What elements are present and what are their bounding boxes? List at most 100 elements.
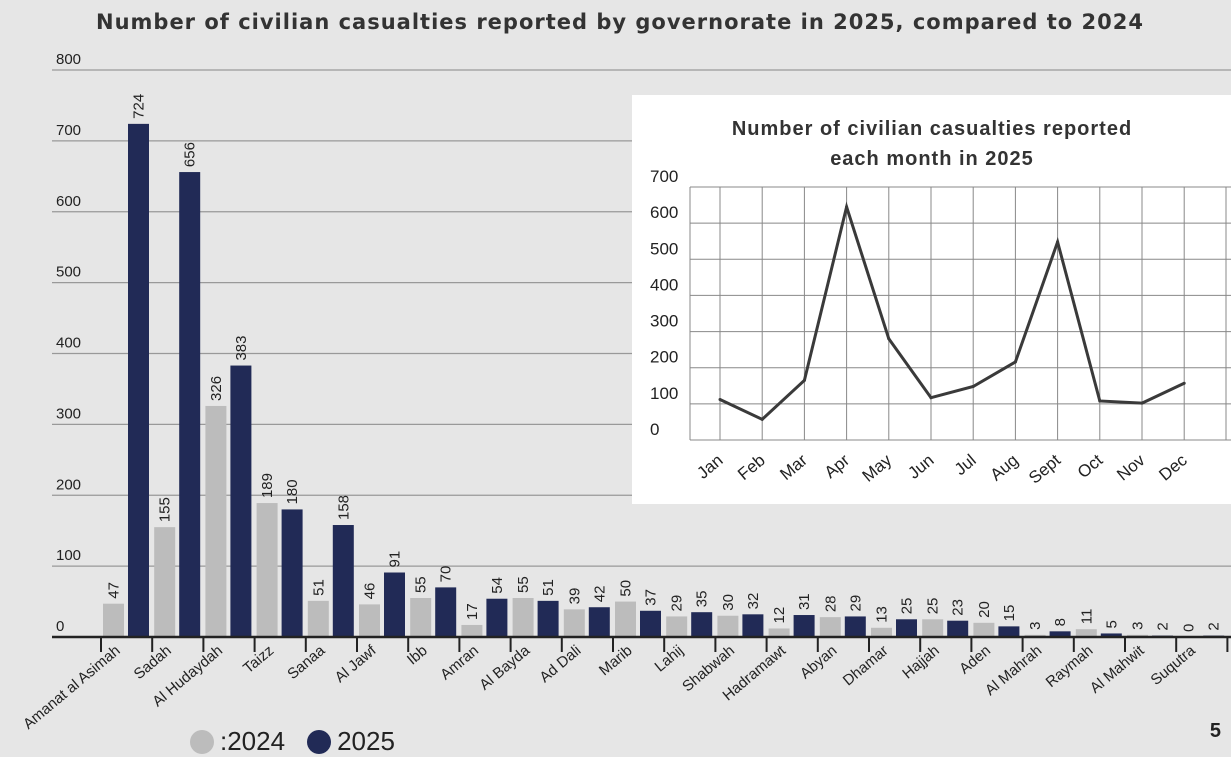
legend-swatch-2024 <box>190 729 214 754</box>
legend-label-2025: 2025 <box>337 726 395 756</box>
legend-item-2024: :2024 <box>190 726 285 757</box>
x-tick-label: Dhamar <box>840 642 892 689</box>
data-label: 70 <box>438 566 455 583</box>
data-label: 30 <box>720 594 737 611</box>
bar-2025 <box>179 172 201 637</box>
inset-data-point <box>1098 399 1102 403</box>
x-tick-label: Al Bayda <box>476 642 533 694</box>
y-tick-label: 400 <box>56 335 81 352</box>
data-label: 25 <box>899 598 916 615</box>
y-tick-label: 200 <box>56 476 81 493</box>
bar-2025 <box>793 615 815 637</box>
inset-data-point <box>760 417 764 421</box>
data-label: 656 <box>182 142 199 167</box>
data-label: 3 <box>1130 622 1147 630</box>
x-tick-label: Al Mahwit <box>1087 642 1148 697</box>
data-label: 0 <box>1181 624 1198 632</box>
bar-2025 <box>691 612 713 637</box>
bar-2024 <box>154 527 176 637</box>
inset-y-tick-label: 200 <box>650 348 678 367</box>
x-tick-label: Ad Dali <box>536 642 584 686</box>
inset-y-tick-label: 100 <box>650 384 678 403</box>
data-label: 158 <box>335 495 352 520</box>
inset-data-point <box>971 385 975 389</box>
data-label: 2 <box>1155 622 1172 630</box>
bar-2025 <box>844 616 866 637</box>
data-label: 155 <box>157 497 174 522</box>
data-label: 25 <box>925 598 942 615</box>
bar-2024 <box>768 628 790 637</box>
bar-2024 <box>973 622 995 637</box>
data-label: 2 <box>1206 622 1223 630</box>
bar-2024 <box>819 617 841 637</box>
inset-y-tick-label: 700 <box>650 167 678 186</box>
data-label: 29 <box>669 595 686 612</box>
data-label: 13 <box>874 606 891 623</box>
inset-data-point <box>845 205 849 209</box>
data-label: 12 <box>771 607 788 624</box>
bar-2025 <box>998 626 1020 637</box>
data-label: 8 <box>1052 618 1069 626</box>
legend: :2024 2025 <box>190 726 417 757</box>
data-label: 51 <box>310 579 327 596</box>
inset-data-point <box>1013 360 1017 364</box>
bar-2025 <box>230 365 252 637</box>
bar-2025 <box>384 572 405 637</box>
y-tick-label: 0 <box>56 618 64 635</box>
data-label: 51 <box>540 579 557 596</box>
page-number: 5 <box>1209 720 1221 742</box>
y-tick-label: 700 <box>56 122 81 139</box>
data-label: 31 <box>796 593 813 610</box>
data-label: 46 <box>362 583 379 600</box>
bar-2025 <box>947 620 969 637</box>
bar-2024 <box>871 627 892 637</box>
data-label: 32 <box>745 593 762 610</box>
x-tick-label: Amanat al Asimah <box>20 642 124 733</box>
x-tick-label: Lahij <box>652 642 687 675</box>
y-tick-label: 300 <box>56 405 81 422</box>
inset-title: Number of civilian casualties reported <box>732 118 1132 140</box>
bar-2025 <box>486 598 508 637</box>
bar-2024 <box>717 615 739 637</box>
inset-data-point <box>718 398 722 402</box>
data-label: 28 <box>822 595 839 612</box>
bar-2024 <box>205 405 227 637</box>
y-tick-label: 500 <box>56 264 81 281</box>
data-label: 383 <box>233 336 250 361</box>
bar-2025 <box>742 614 764 637</box>
bar-2025 <box>1100 633 1122 637</box>
bar-2024 <box>615 601 636 637</box>
inset-y-tick-label: 600 <box>650 203 678 222</box>
inset-y-tick-label: 400 <box>650 275 678 294</box>
data-label: 23 <box>950 599 967 616</box>
inset-data-point <box>1140 401 1144 405</box>
data-label: 55 <box>515 576 532 593</box>
inset-data-point <box>887 337 891 341</box>
data-label: 3 <box>1027 622 1044 630</box>
data-label: 54 <box>489 577 506 594</box>
bar-2024 <box>307 600 329 637</box>
data-label: 5 <box>1103 620 1120 628</box>
inset-y-tick-label: 300 <box>650 312 678 331</box>
inset-title: each month in 2025 <box>830 148 1034 170</box>
legend-label-2024: :2024 <box>220 726 286 756</box>
bar-2024 <box>666 616 688 637</box>
data-label: 55 <box>413 576 430 593</box>
bar-2025 <box>281 509 303 637</box>
bar-2024 <box>922 619 944 637</box>
x-tick-label: Suqutra <box>1148 642 1200 689</box>
inset-data-point <box>1056 240 1060 244</box>
bar-2024 <box>512 598 534 637</box>
data-label: 29 <box>847 595 864 612</box>
bar-2024 <box>1075 629 1097 637</box>
data-label: 42 <box>591 586 608 603</box>
bar-2024 <box>461 624 483 637</box>
x-tick-label: Al Mahrah <box>982 642 1045 699</box>
bar-2024 <box>410 598 432 637</box>
data-label: 35 <box>694 591 711 608</box>
bar-2025 <box>896 619 917 637</box>
bar-2025 <box>128 123 149 638</box>
chart-title: Number of civilian casualties reported b… <box>96 10 1144 34</box>
data-label: 17 <box>464 603 481 620</box>
